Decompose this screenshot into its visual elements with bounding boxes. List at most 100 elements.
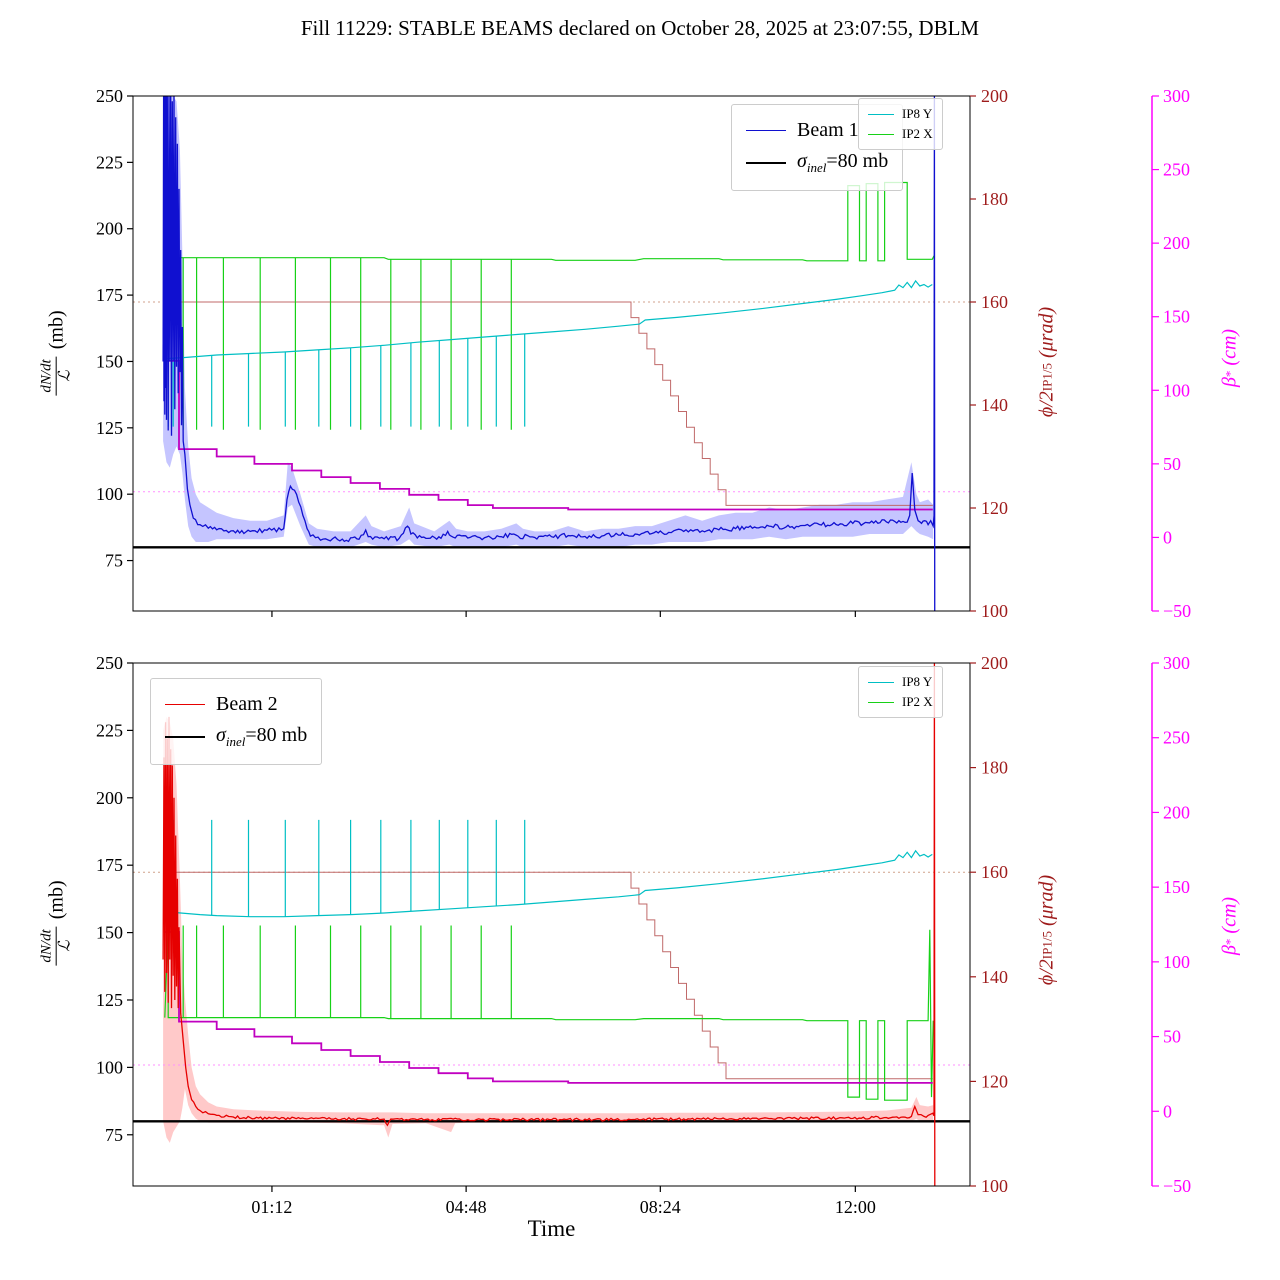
- svg-text:175: 175: [96, 855, 123, 875]
- svg-text:125: 125: [96, 418, 123, 438]
- svg-text:50: 50: [1163, 454, 1181, 474]
- ip8y-legend-line-top: [868, 113, 894, 115]
- svg-text:250: 250: [1163, 160, 1190, 180]
- svg-text:140: 140: [981, 395, 1008, 415]
- svg-text:300: 300: [1163, 653, 1190, 673]
- svg-text:125: 125: [96, 990, 123, 1010]
- svg-text:100: 100: [1163, 380, 1190, 400]
- svg-text:−50: −50: [1163, 1176, 1191, 1196]
- svg-text:175: 175: [96, 285, 123, 305]
- svg-text:0: 0: [1163, 1101, 1172, 1121]
- beam2-plot-area: [133, 663, 970, 1186]
- sigma-legend-row-top: σinel=80 mb: [746, 146, 888, 180]
- svg-text:160: 160: [981, 292, 1008, 312]
- beam1-beam1-line: [162, 96, 936, 611]
- sigma-legend-label-top: σinel=80 mb: [797, 150, 889, 175]
- svg-text:200: 200: [1163, 802, 1190, 822]
- svg-text:150: 150: [1163, 307, 1190, 327]
- svg-text:100: 100: [981, 601, 1008, 621]
- svg-text:250: 250: [96, 653, 123, 673]
- beam1-legend-label: Beam 1: [797, 119, 859, 141]
- svg-text:225: 225: [96, 152, 123, 172]
- beam2-legend-line: [165, 704, 205, 705]
- svg-text:100: 100: [1163, 952, 1190, 972]
- ip8y-legend-row-top: IP8 Y: [868, 104, 933, 124]
- beam2-ip8y-spikes: [167, 819, 526, 917]
- beam1-ip2x-spikes: [182, 257, 512, 430]
- svg-text:140: 140: [981, 967, 1008, 987]
- beam2-phi-steps: [163, 871, 933, 1080]
- sigma-legend-label-bottom: σinel=80 mb: [216, 724, 308, 749]
- svg-text:100: 100: [96, 484, 123, 504]
- ip2x-legend-label-top: IP2 X: [902, 126, 933, 141]
- ip8y-legend-label-top: IP8 Y: [902, 106, 933, 121]
- svg-text:225: 225: [96, 720, 123, 740]
- beam2-legend: Beam 2 σinel=80 mb: [150, 678, 323, 765]
- beam1-ip2x: [164, 181, 935, 262]
- beam1-frame: [132, 95, 971, 612]
- beam1-ip8y: [164, 279, 933, 360]
- svg-text:160: 160: [981, 862, 1008, 882]
- ip-legend-top: IP8 Y IP2 X: [858, 98, 943, 150]
- svg-text:200: 200: [96, 219, 123, 239]
- ip8y-legend-label-bottom: IP8 Y: [902, 674, 933, 689]
- svg-text:250: 250: [96, 86, 123, 106]
- svg-text:50: 50: [1163, 1027, 1181, 1047]
- ip2x-legend-line-bottom: [868, 701, 894, 703]
- ip8y-legend-row-bottom: IP8 Y: [868, 672, 933, 692]
- beam2-legend-label: Beam 2: [216, 693, 278, 715]
- svg-text:250: 250: [1163, 728, 1190, 748]
- beam1-beta-star: [164, 360, 933, 511]
- beam2-ip8y: [164, 849, 933, 918]
- beam2-frame: [132, 662, 971, 1187]
- ip8y-legend-line-bottom: [868, 681, 894, 683]
- svg-text:100: 100: [96, 1057, 123, 1077]
- svg-text:200: 200: [96, 788, 123, 808]
- svg-text:200: 200: [1163, 233, 1190, 253]
- svg-text:150: 150: [96, 923, 123, 943]
- beam1-phi-steps: [163, 301, 933, 506]
- sigma-legend-row-bottom: σinel=80 mb: [165, 720, 307, 754]
- svg-text:200: 200: [981, 653, 1008, 673]
- svg-text:200: 200: [981, 86, 1008, 106]
- beam2-beam2-line: [162, 663, 936, 1186]
- beam2-beta-star: [164, 931, 933, 1084]
- beam2-ip2x-spikes: [182, 925, 512, 1019]
- svg-text:180: 180: [981, 189, 1008, 209]
- figure-title: Fill 11229: STABLE BEAMS declared on Oct…: [300, 16, 980, 40]
- angle-axis-label-top: ϕ/2 IP1/5 (μrad): [1035, 306, 1058, 418]
- svg-text:180: 180: [981, 758, 1008, 778]
- svg-text:12:00: 12:00: [835, 1197, 876, 1217]
- sigma-legend-line-top: [746, 162, 786, 164]
- svg-text:0: 0: [1163, 527, 1172, 547]
- svg-text:150: 150: [1163, 877, 1190, 897]
- beta-axis-label-top: β * (cm): [1218, 328, 1241, 388]
- svg-text:08:24: 08:24: [640, 1197, 681, 1217]
- svg-text:120: 120: [981, 1071, 1008, 1091]
- svg-text:100: 100: [981, 1176, 1008, 1196]
- sigma-legend-line-bottom: [165, 736, 205, 738]
- x-axis-label: Time: [527, 1216, 576, 1241]
- svg-text:150: 150: [96, 351, 123, 371]
- ip2x-legend-row-top: IP2 X: [868, 124, 933, 144]
- svg-text:01:12: 01:12: [251, 1197, 292, 1217]
- beta-axis-label-bottom: β * (cm): [1218, 896, 1241, 956]
- beam1-legend-row: Beam 1: [746, 115, 888, 146]
- svg-text:04:48: 04:48: [446, 1197, 487, 1217]
- svg-text:120: 120: [981, 498, 1008, 518]
- ip2x-legend-line-top: [868, 133, 894, 135]
- svg-text:300: 300: [1163, 86, 1190, 106]
- ip2x-legend-row-bottom: IP2 X: [868, 692, 933, 712]
- beam2-ip2x: [164, 924, 934, 1101]
- beam1-legend-line: [746, 130, 786, 131]
- beam2-legend-row: Beam 2: [165, 689, 307, 720]
- rate-axis-label-bottom: dN/dt ℒ (mb): [38, 880, 76, 966]
- ip2x-legend-label-bottom: IP2 X: [902, 694, 933, 709]
- svg-text:75: 75: [105, 1125, 123, 1145]
- svg-text:75: 75: [105, 551, 123, 571]
- angle-axis-label-bottom: ϕ/2 IP1/5 (μrad): [1035, 874, 1058, 986]
- svg-text:−50: −50: [1163, 601, 1191, 621]
- rate-axis-label-top: dN/dt ℒ (mb): [38, 310, 76, 396]
